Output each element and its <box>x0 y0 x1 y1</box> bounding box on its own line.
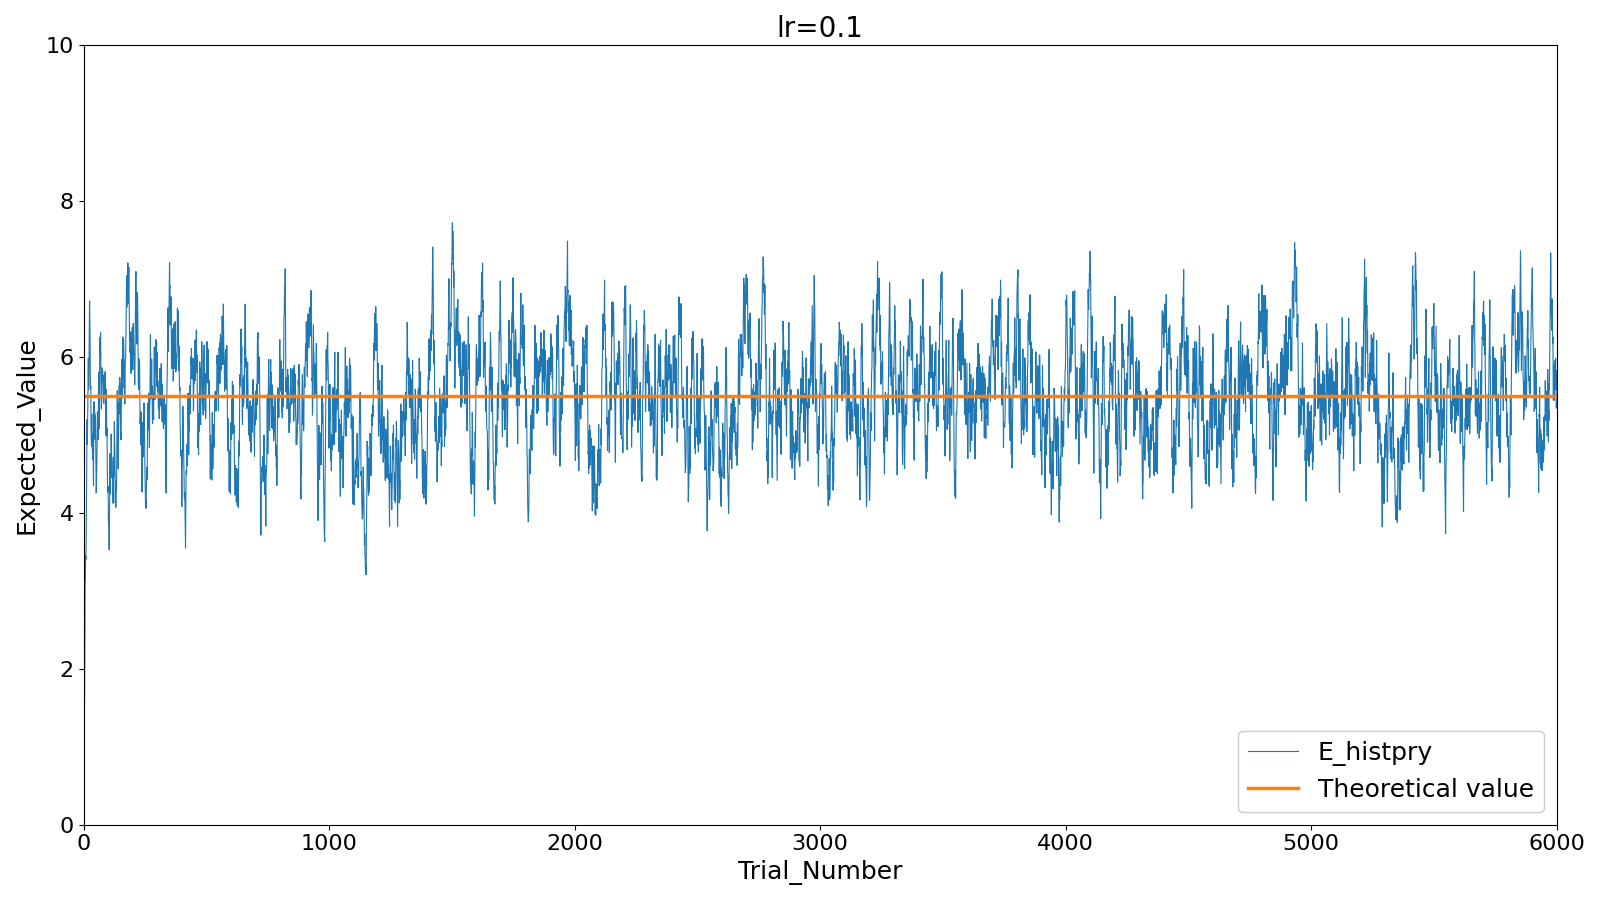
E_histpry <box>422 289 442 300</box>
Title: lr=0.1: lr=0.1 <box>776 15 864 43</box>
E_histpry <box>741 308 760 319</box>
Theoretical value <box>74 391 93 401</box>
E_histpry <box>91 353 110 364</box>
Y-axis label: Expected_Value: Expected_Value <box>14 337 40 534</box>
X-axis label: Trial_Number: Trial_Number <box>738 860 902 885</box>
E_histpry <box>1526 403 1546 414</box>
Line: E_histpry: E_histpry <box>83 223 1557 778</box>
E_histpry <box>1547 390 1566 400</box>
Theoretical value <box>74 391 93 401</box>
E_histpry <box>74 772 93 783</box>
E_histpry <box>1374 468 1394 479</box>
Legend: E_histpry, Theoretical value: E_histpry, Theoretical value <box>1238 731 1544 812</box>
E_histpry <box>1181 433 1200 444</box>
E_histpry <box>443 218 462 229</box>
